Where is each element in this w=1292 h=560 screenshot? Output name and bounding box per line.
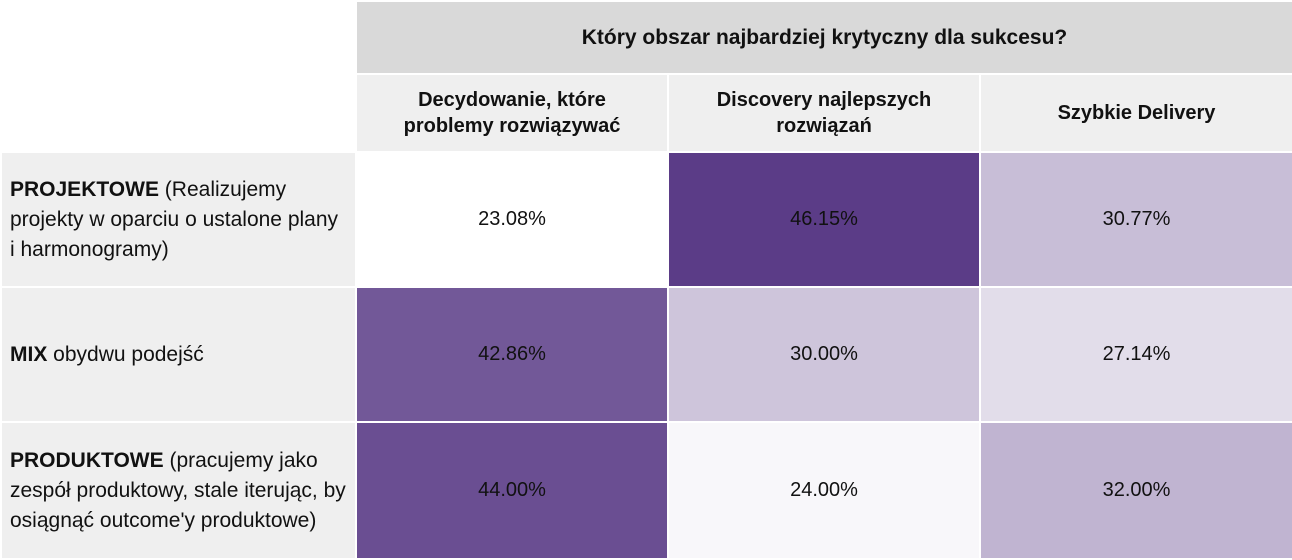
- heatmap-cell: 32.00%: [978, 421, 1292, 560]
- row-header-rest: obydwu podejść: [47, 342, 204, 366]
- blank-corner-cell: [0, 73, 357, 153]
- chart-title: Który obszar najbardziej krytyczny dla s…: [354, 0, 1292, 75]
- heatmap-cell: 46.15%: [667, 151, 981, 288]
- row-header-bold: PROJEKTOWE: [10, 177, 159, 201]
- heatmap-cell: 30.77%: [978, 151, 1292, 288]
- row-header-produktowe: PRODUKTOWE (pracujemy jako zespół produk…: [0, 421, 357, 560]
- row-header-bold: PRODUKTOWE: [10, 448, 164, 472]
- heatmap-cell: 30.00%: [667, 286, 981, 423]
- heatmap-cell: 44.00%: [355, 421, 669, 560]
- blank-corner-cell: [0, 0, 357, 75]
- row-header-rest: (Realizujemy projekty w oparciu o ustalo…: [10, 177, 339, 261]
- column-header-deciding: Decydowanie, które problemy rozwiązywać: [355, 73, 669, 153]
- heatmap-cell: 24.00%: [667, 421, 981, 560]
- row-header-bold: MIX: [10, 342, 48, 366]
- heatmap-cell: 42.86%: [355, 286, 669, 423]
- row-header-rest: (pracujemy jako zespół produktowy, stale…: [10, 448, 346, 532]
- heatmap-cell: 23.08%: [355, 151, 669, 288]
- heatmap-cell: 27.14%: [978, 286, 1292, 423]
- row-header-projektowe: PROJEKTOWE (Realizujemy projekty w oparc…: [0, 151, 357, 288]
- column-header-discovery: Discovery najlepszych rozwiązań: [667, 73, 981, 153]
- column-header-delivery: Szybkie Delivery: [978, 73, 1292, 153]
- row-header-mix: MIX obydwu podejść: [0, 286, 357, 423]
